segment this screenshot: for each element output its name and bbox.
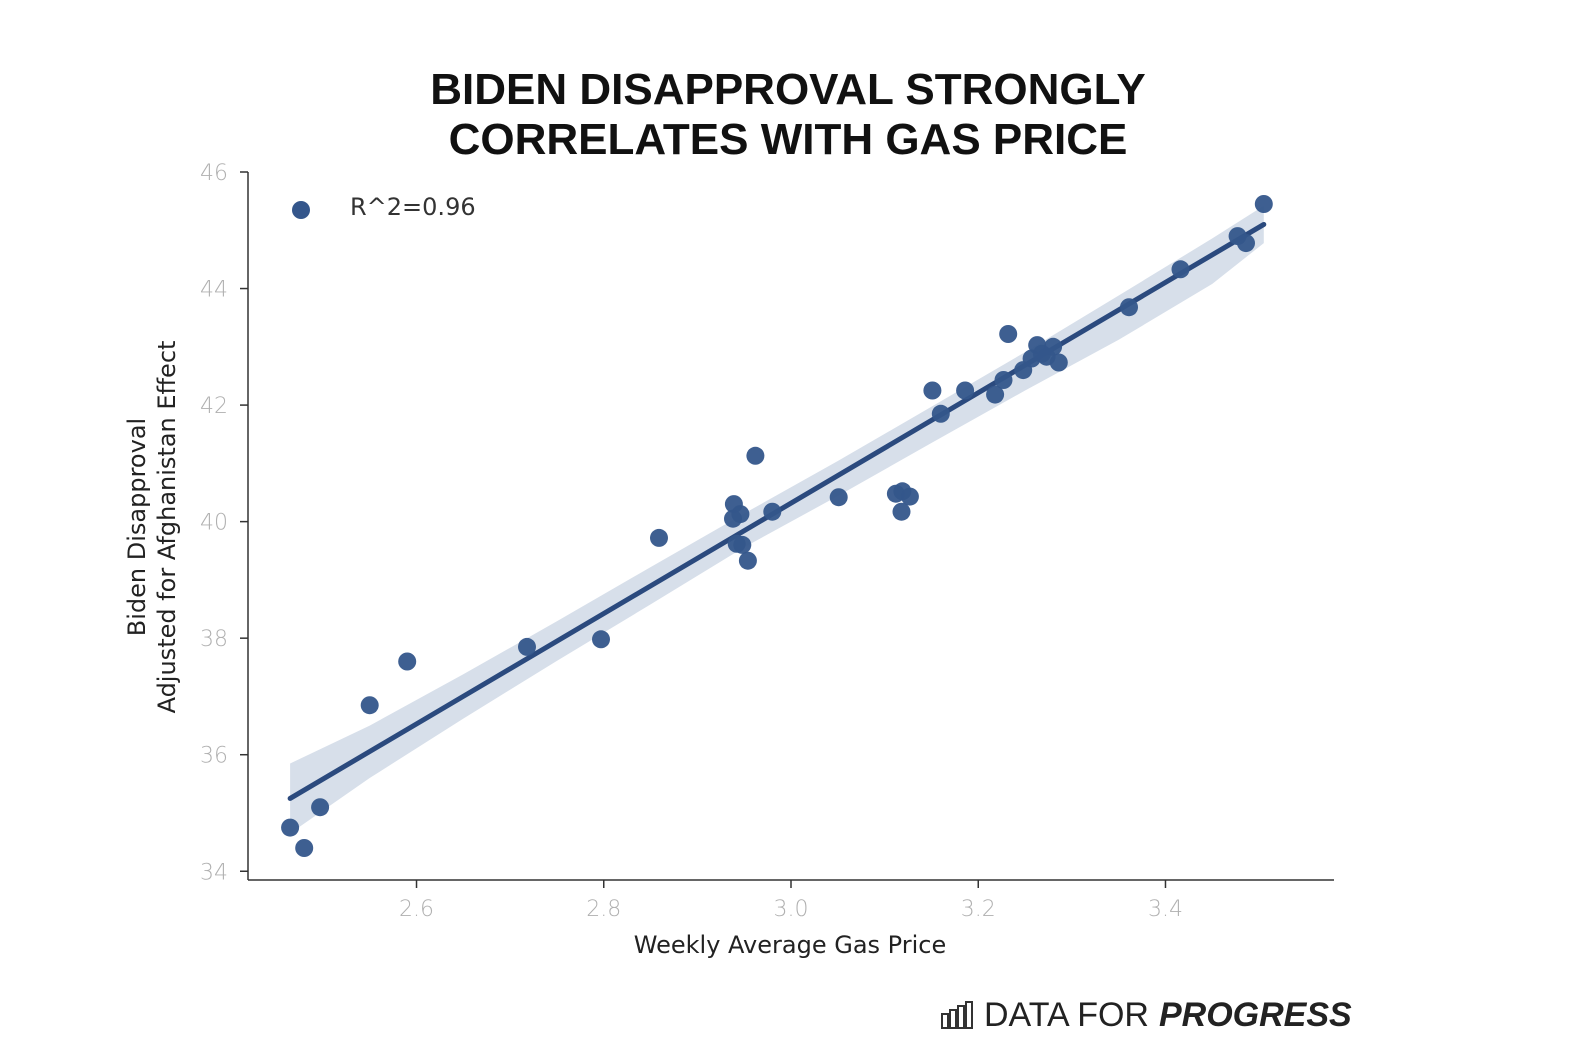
y-tick-label: 34: [200, 860, 228, 885]
data-point: [829, 488, 848, 507]
data-point: [956, 381, 975, 400]
legend-label: R^2=0.96: [350, 193, 476, 221]
legend-marker: [292, 201, 310, 219]
data-point: [994, 371, 1013, 389]
y-tick-label: 36: [200, 744, 228, 769]
y-axis-ticks: 34 36 38 40 42 44 46: [200, 161, 248, 885]
confidence-band-area: [290, 205, 1264, 834]
data-point: [763, 502, 782, 521]
data-point: [986, 385, 1005, 404]
data-point: [738, 551, 757, 570]
data-point: [731, 505, 750, 524]
data-point: [1049, 353, 1068, 372]
data-point: [999, 325, 1018, 343]
data-point: [923, 381, 942, 400]
data-point: [892, 502, 911, 521]
x-tick-label: 2.6: [399, 897, 434, 922]
x-tick-label: 3.4: [1148, 897, 1183, 922]
data-point: [1044, 337, 1063, 356]
data-point: [746, 446, 765, 465]
y-tick-label: 40: [200, 511, 228, 536]
x-tick-label: 3.0: [774, 897, 809, 922]
y-tick-label: 46: [200, 161, 228, 186]
x-tick-label: 3.2: [961, 897, 996, 922]
data-point: [295, 839, 314, 857]
y-tick-label: 44: [200, 278, 228, 303]
data-point: [650, 528, 668, 547]
scatter-points: [281, 195, 1273, 857]
data-point: [592, 630, 610, 649]
x-axis-label: Weekly Average Gas Price: [634, 931, 946, 959]
data-point: [1254, 195, 1273, 213]
y-tick-label: 38: [200, 627, 228, 652]
data-point: [281, 818, 300, 837]
data-point: [1237, 234, 1255, 253]
chart-title-line-1: BIDEN DISAPPROVAL STRONGLY: [430, 65, 1146, 114]
x-axis-ticks: 2.6 2.8 3.0 3.2 3.4: [399, 880, 1183, 922]
data-point: [900, 487, 919, 506]
data-point: [733, 535, 752, 554]
data-point: [360, 696, 379, 715]
y-axis-label-line-2: Adjusted for Afghanistan Effect: [153, 341, 181, 714]
data-point: [1171, 260, 1190, 279]
data-point: [398, 652, 417, 671]
y-axis-label-line-1: Biden Disapproval: [123, 418, 151, 636]
chart-title-line-2: CORRELATES WITH GAS PRICE: [449, 115, 1128, 164]
data-point: [311, 798, 330, 817]
brand-text-normal: DATA FOR: [984, 995, 1149, 1034]
branding: DATA FOR PROGRESS: [940, 990, 1352, 1040]
data-point: [518, 637, 536, 656]
data-point: [1120, 298, 1138, 317]
brand-text-bold: PROGRESS: [1158, 995, 1352, 1034]
x-tick-label: 2.8: [586, 897, 621, 922]
confidence-band: [290, 205, 1264, 834]
data-point: [931, 404, 950, 423]
y-tick-label: 42: [200, 394, 228, 419]
bar-chart-icon: [941, 1001, 973, 1029]
